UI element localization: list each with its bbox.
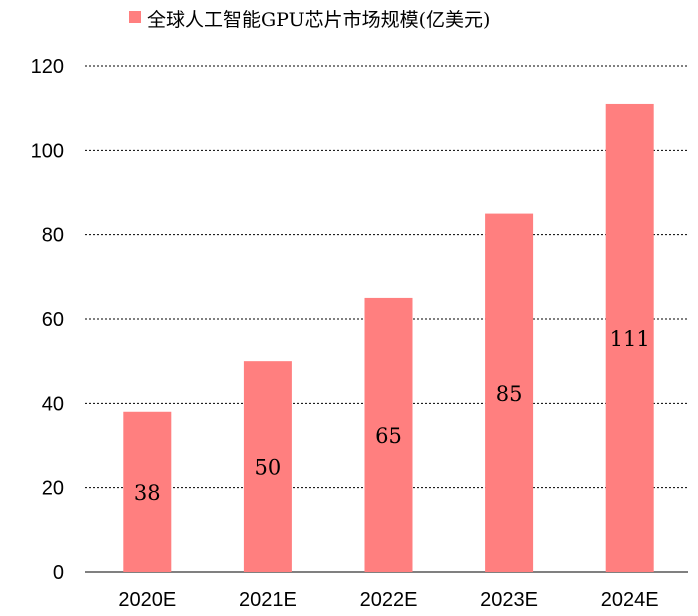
bar-2022E: [364, 297, 413, 572]
x-tick-label-2021E: 2021E: [239, 589, 297, 611]
legend-label: 全球人工智能GPU芯片市场规模(亿美元): [147, 9, 490, 31]
bar-2020E: [123, 411, 172, 572]
data-label-2021E: 50: [255, 456, 282, 480]
y-axis: 0 20 40 60 80 100 120: [31, 56, 64, 584]
y-tick-label-100: 100: [31, 140, 64, 162]
bar-2024E: [605, 103, 654, 572]
x-axis: 2020E 2021E 2022E 2023E 2024E: [118, 589, 658, 611]
y-tick-label-60: 60: [42, 309, 64, 331]
x-tick-label-2022E: 2022E: [360, 589, 418, 611]
y-tick-label-0: 0: [53, 562, 64, 584]
data-label-2023E: 85: [496, 382, 523, 406]
y-tick-label-20: 20: [42, 478, 64, 500]
data-label-2024E: 111: [610, 327, 650, 351]
data-label-2022E: 65: [375, 424, 402, 448]
bar-2023E: [485, 213, 534, 573]
bars: [123, 103, 654, 573]
y-tick-label-40: 40: [42, 393, 64, 415]
bar-2021E: [243, 361, 292, 572]
x-tick-label-2023E: 2023E: [480, 589, 538, 611]
x-tick-label-2020E: 2020E: [118, 589, 176, 611]
y-tick-label-120: 120: [31, 56, 64, 78]
y-tick-label-80: 80: [42, 225, 64, 247]
data-labels: 38 50 65 85 111: [134, 327, 650, 505]
x-tick-label-2024E: 2024E: [601, 589, 659, 611]
legend-swatch: [129, 11, 141, 23]
legend: 全球人工智能GPU芯片市场规模(亿美元): [129, 9, 490, 31]
data-label-2020E: 38: [134, 481, 161, 505]
